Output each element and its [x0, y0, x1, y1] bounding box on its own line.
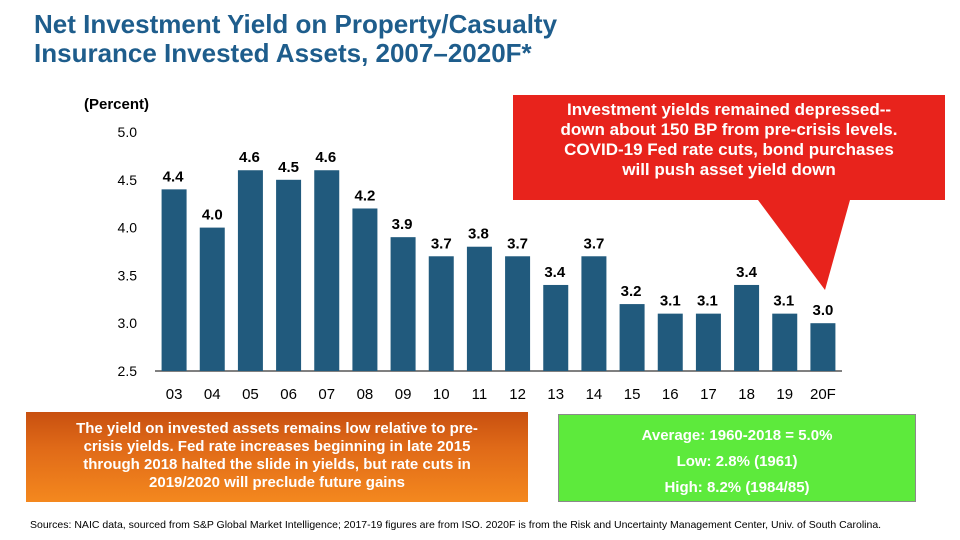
bar: [734, 284, 760, 371]
x-tick-label: 18: [738, 386, 755, 403]
bar: [352, 208, 378, 371]
data-label: 4.0: [202, 207, 223, 224]
y-tick-label: 4.5: [118, 172, 138, 188]
red-callout-line: down about 150 BP from pre-crisis levels…: [560, 120, 898, 139]
x-tick-label: 19: [776, 386, 793, 403]
x-tick-label: 09: [395, 386, 412, 403]
y-tick-label: 4.0: [118, 220, 138, 236]
data-label: 4.6: [315, 149, 336, 166]
x-tick-label: 17: [700, 386, 717, 403]
stat-average: Average: 1960-2018 = 5.0%: [641, 427, 833, 444]
data-label: 3.1: [660, 293, 681, 310]
x-tick-label: 13: [547, 386, 564, 403]
bar: [276, 179, 302, 371]
x-tick-label: 20F: [810, 386, 836, 403]
bar: [695, 313, 721, 371]
x-tick-label: 03: [166, 386, 183, 403]
green-stats-box: Average: 1960-2018 = 5.0% Low: 2.8% (196…: [558, 414, 916, 502]
x-tick-label: 11: [472, 386, 488, 403]
bar: [543, 284, 569, 371]
data-label: 4.2: [354, 187, 375, 204]
data-label: 3.7: [583, 235, 604, 252]
stat-low: Low: 2.8% (1961): [676, 453, 798, 470]
data-label: 3.7: [507, 235, 528, 252]
x-tick-label: 08: [357, 386, 374, 403]
y-tick-label: 3.0: [118, 315, 138, 331]
orange-note-line: crisis yields. Fed rate increases beginn…: [83, 438, 471, 455]
x-tick-label: 15: [624, 386, 641, 403]
sources-footnote: Sources: NAIC data, sourced from S&P Glo…: [30, 519, 882, 531]
page-title: Net Investment Yield on Property/Casualt…: [34, 10, 557, 68]
y-tick-label: 2.5: [118, 363, 138, 379]
bar: [657, 313, 683, 371]
orange-note-line: through 2018 halted the slide in yields,…: [83, 456, 471, 473]
bar: [810, 323, 836, 371]
title-line-1: Net Investment Yield on Property/Casualt…: [34, 9, 558, 39]
data-label: 4.5: [278, 159, 299, 176]
bar: [237, 170, 263, 371]
x-tick-label: 10: [433, 386, 450, 403]
data-label: 3.9: [392, 216, 413, 233]
data-label: 3.2: [621, 283, 642, 300]
data-label: 3.4: [544, 264, 566, 281]
x-tick-label: 04: [204, 386, 221, 403]
x-tick-label: 07: [318, 386, 335, 403]
bar: [161, 189, 187, 371]
stat-high: High: 8.2% (1984/85): [664, 479, 810, 496]
red-callout-line: will push asset yield down: [622, 160, 836, 179]
bar: [390, 237, 416, 371]
x-tick-label: 05: [242, 386, 259, 403]
bar: [428, 256, 454, 371]
orange-note-box: The yield on invested assets remains low…: [26, 412, 528, 502]
unit-label: (Percent): [84, 96, 150, 113]
y-tick-label: 3.5: [118, 267, 138, 283]
x-tick-label: 14: [586, 386, 603, 403]
bar: [619, 304, 645, 371]
data-label: 3.4: [736, 264, 758, 281]
bar: [505, 256, 531, 371]
data-label: 3.1: [697, 293, 718, 310]
data-label: 3.7: [431, 235, 452, 252]
bar: [772, 313, 798, 371]
data-label: 4.4: [163, 168, 185, 185]
orange-note-line: 2019/2020 will preclude future gains: [149, 474, 405, 491]
red-callout-text: Investment yields remained depressed-- d…: [513, 95, 945, 200]
bar: [466, 246, 492, 371]
data-label: 4.6: [239, 149, 260, 166]
data-label: 3.0: [812, 302, 833, 319]
red-callout-shape: [513, 95, 945, 290]
bar: [199, 227, 225, 371]
y-tick-label: 5.0: [118, 124, 138, 140]
x-tick-label: 06: [280, 386, 297, 403]
red-callout-line: Investment yields remained depressed--: [566, 100, 892, 119]
data-label: 3.1: [773, 293, 794, 310]
data-label: 3.8: [468, 226, 489, 243]
bar: [314, 170, 340, 371]
x-tick-label: 16: [662, 386, 679, 403]
orange-note-line: The yield on invested assets remains low…: [76, 420, 478, 437]
bar: [581, 256, 607, 371]
red-callout-line: COVID-19 Fed rate cuts, bond purchases: [564, 140, 894, 159]
x-tick-label: 12: [509, 386, 526, 403]
title-line-2: Insurance Invested Assets, 2007–2020F*: [34, 38, 532, 68]
